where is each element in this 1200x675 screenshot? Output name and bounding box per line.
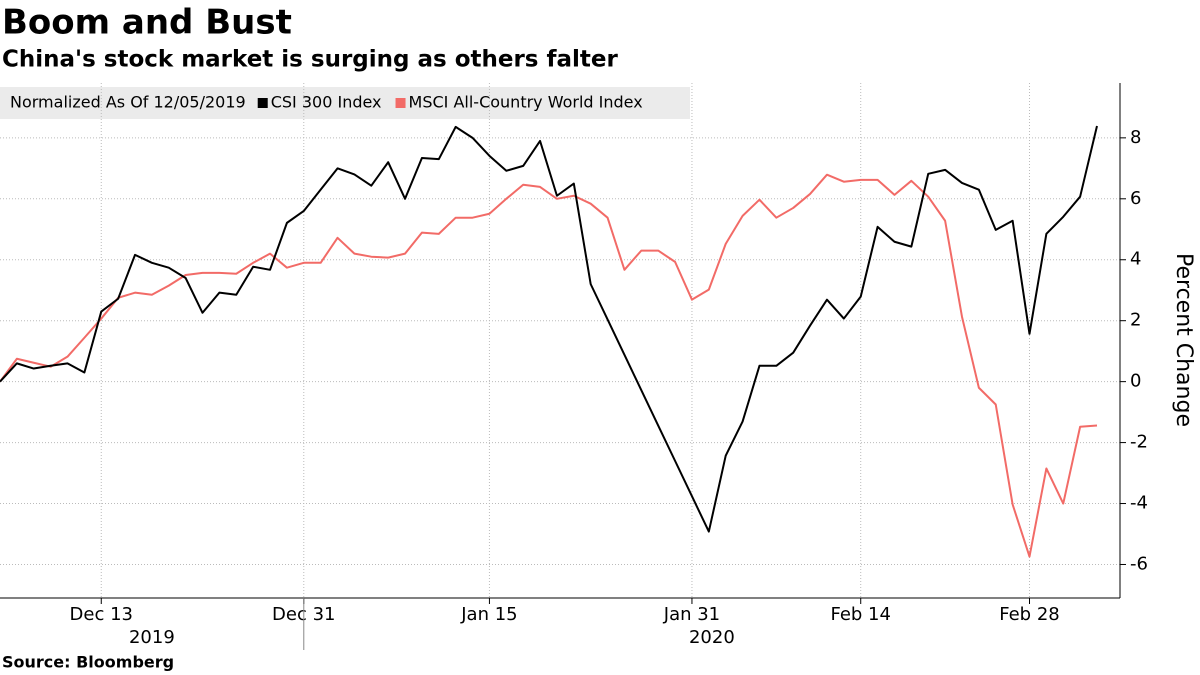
y-tick-label: -6 (1130, 553, 1148, 574)
y-tick-label: 4 (1130, 249, 1141, 270)
legend-background (0, 87, 690, 119)
y-tick-label: 2 (1130, 310, 1141, 331)
series-line (0, 173, 1098, 558)
legend-label: MSCI All-Country World Index (409, 93, 643, 112)
y-tick-label: -2 (1130, 432, 1148, 453)
y-tick-label: 6 (1130, 188, 1141, 209)
y-tick-label: 8 (1130, 127, 1141, 148)
legend-swatch (395, 98, 406, 108)
legend-swatch (257, 98, 268, 108)
y-tick-label: -4 (1130, 493, 1148, 514)
chart-title: Boom and Bust (2, 3, 292, 43)
x-tick-label: Feb 14 (830, 604, 891, 625)
y-tick-label: 0 (1130, 371, 1141, 392)
legend-label: CSI 300 Index (271, 93, 382, 112)
x-tick-label: Feb 28 (999, 604, 1060, 625)
x-tick-label: Dec 13 (70, 604, 133, 625)
legend-title: Normalized As Of 12/05/2019 (10, 93, 246, 112)
chart-subtitle: China's stock market is surging as other… (2, 47, 619, 73)
x-tick-label: Jan 15 (460, 604, 517, 625)
x-tick-label: Jan 31 (663, 604, 720, 625)
y-axis-title: Percent Change (1171, 253, 1196, 427)
year-label: 2019 (129, 627, 175, 648)
series-line (0, 125, 1098, 533)
year-label: 2020 (689, 627, 735, 648)
source: Source: Bloomberg (2, 653, 174, 672)
